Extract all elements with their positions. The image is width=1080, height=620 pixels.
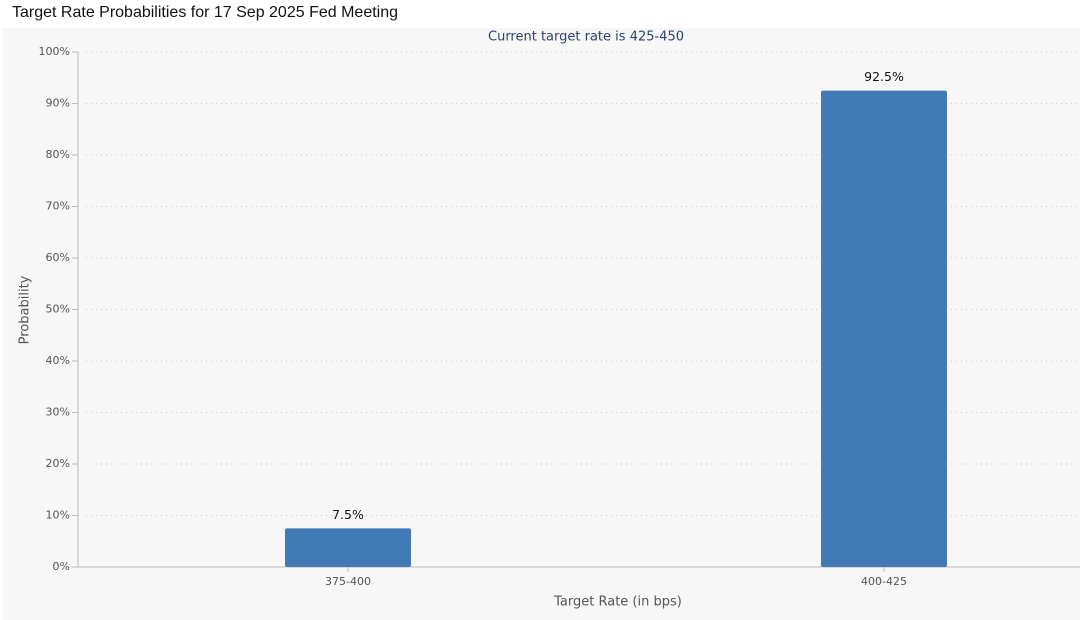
y-tick-label: 60%: [46, 251, 70, 264]
y-tick-label: 0%: [53, 560, 70, 573]
y-tick-label: 90%: [46, 97, 70, 110]
y-tick-label: 50%: [46, 303, 70, 316]
x-tick-label: 375-400: [325, 575, 371, 588]
chart-title: Target Rate Probabilities for 17 Sep 202…: [12, 4, 398, 21]
bar: [821, 90, 947, 567]
x-axis-label: Target Rate (in bps): [553, 595, 682, 610]
data-label: 7.5%: [332, 507, 364, 522]
chart-subtitle: Current target rate is 425-450: [488, 30, 684, 45]
bar: [285, 528, 411, 567]
y-tick-label: 20%: [46, 457, 70, 470]
y-tick-label: 80%: [46, 148, 70, 161]
y-tick-label: 40%: [46, 354, 70, 367]
y-tick-label: 10%: [46, 509, 70, 522]
x-tick-label: 400-425: [861, 575, 907, 588]
y-tick-label: 30%: [46, 406, 70, 419]
y-tick-label: 100%: [39, 45, 70, 58]
y-axis-label: Probability: [18, 275, 33, 344]
y-tick-label: 70%: [46, 200, 70, 213]
data-label: 92.5%: [864, 69, 904, 84]
